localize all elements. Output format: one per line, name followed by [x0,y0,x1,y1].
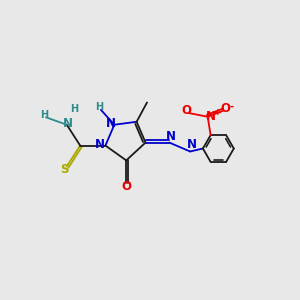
Text: O: O [182,104,192,117]
Text: H: H [70,104,78,114]
Text: S: S [60,164,69,176]
Text: H: H [95,102,104,112]
Text: N: N [187,138,196,152]
Text: N: N [63,117,73,130]
Text: O: O [220,102,230,115]
Text: N: N [206,110,216,123]
Text: N: N [95,138,105,152]
Text: +: + [214,108,222,117]
Text: H: H [40,110,49,120]
Text: N: N [166,130,176,142]
Text: N: N [106,117,116,130]
Text: O: O [122,180,132,193]
Text: -: - [230,101,234,111]
